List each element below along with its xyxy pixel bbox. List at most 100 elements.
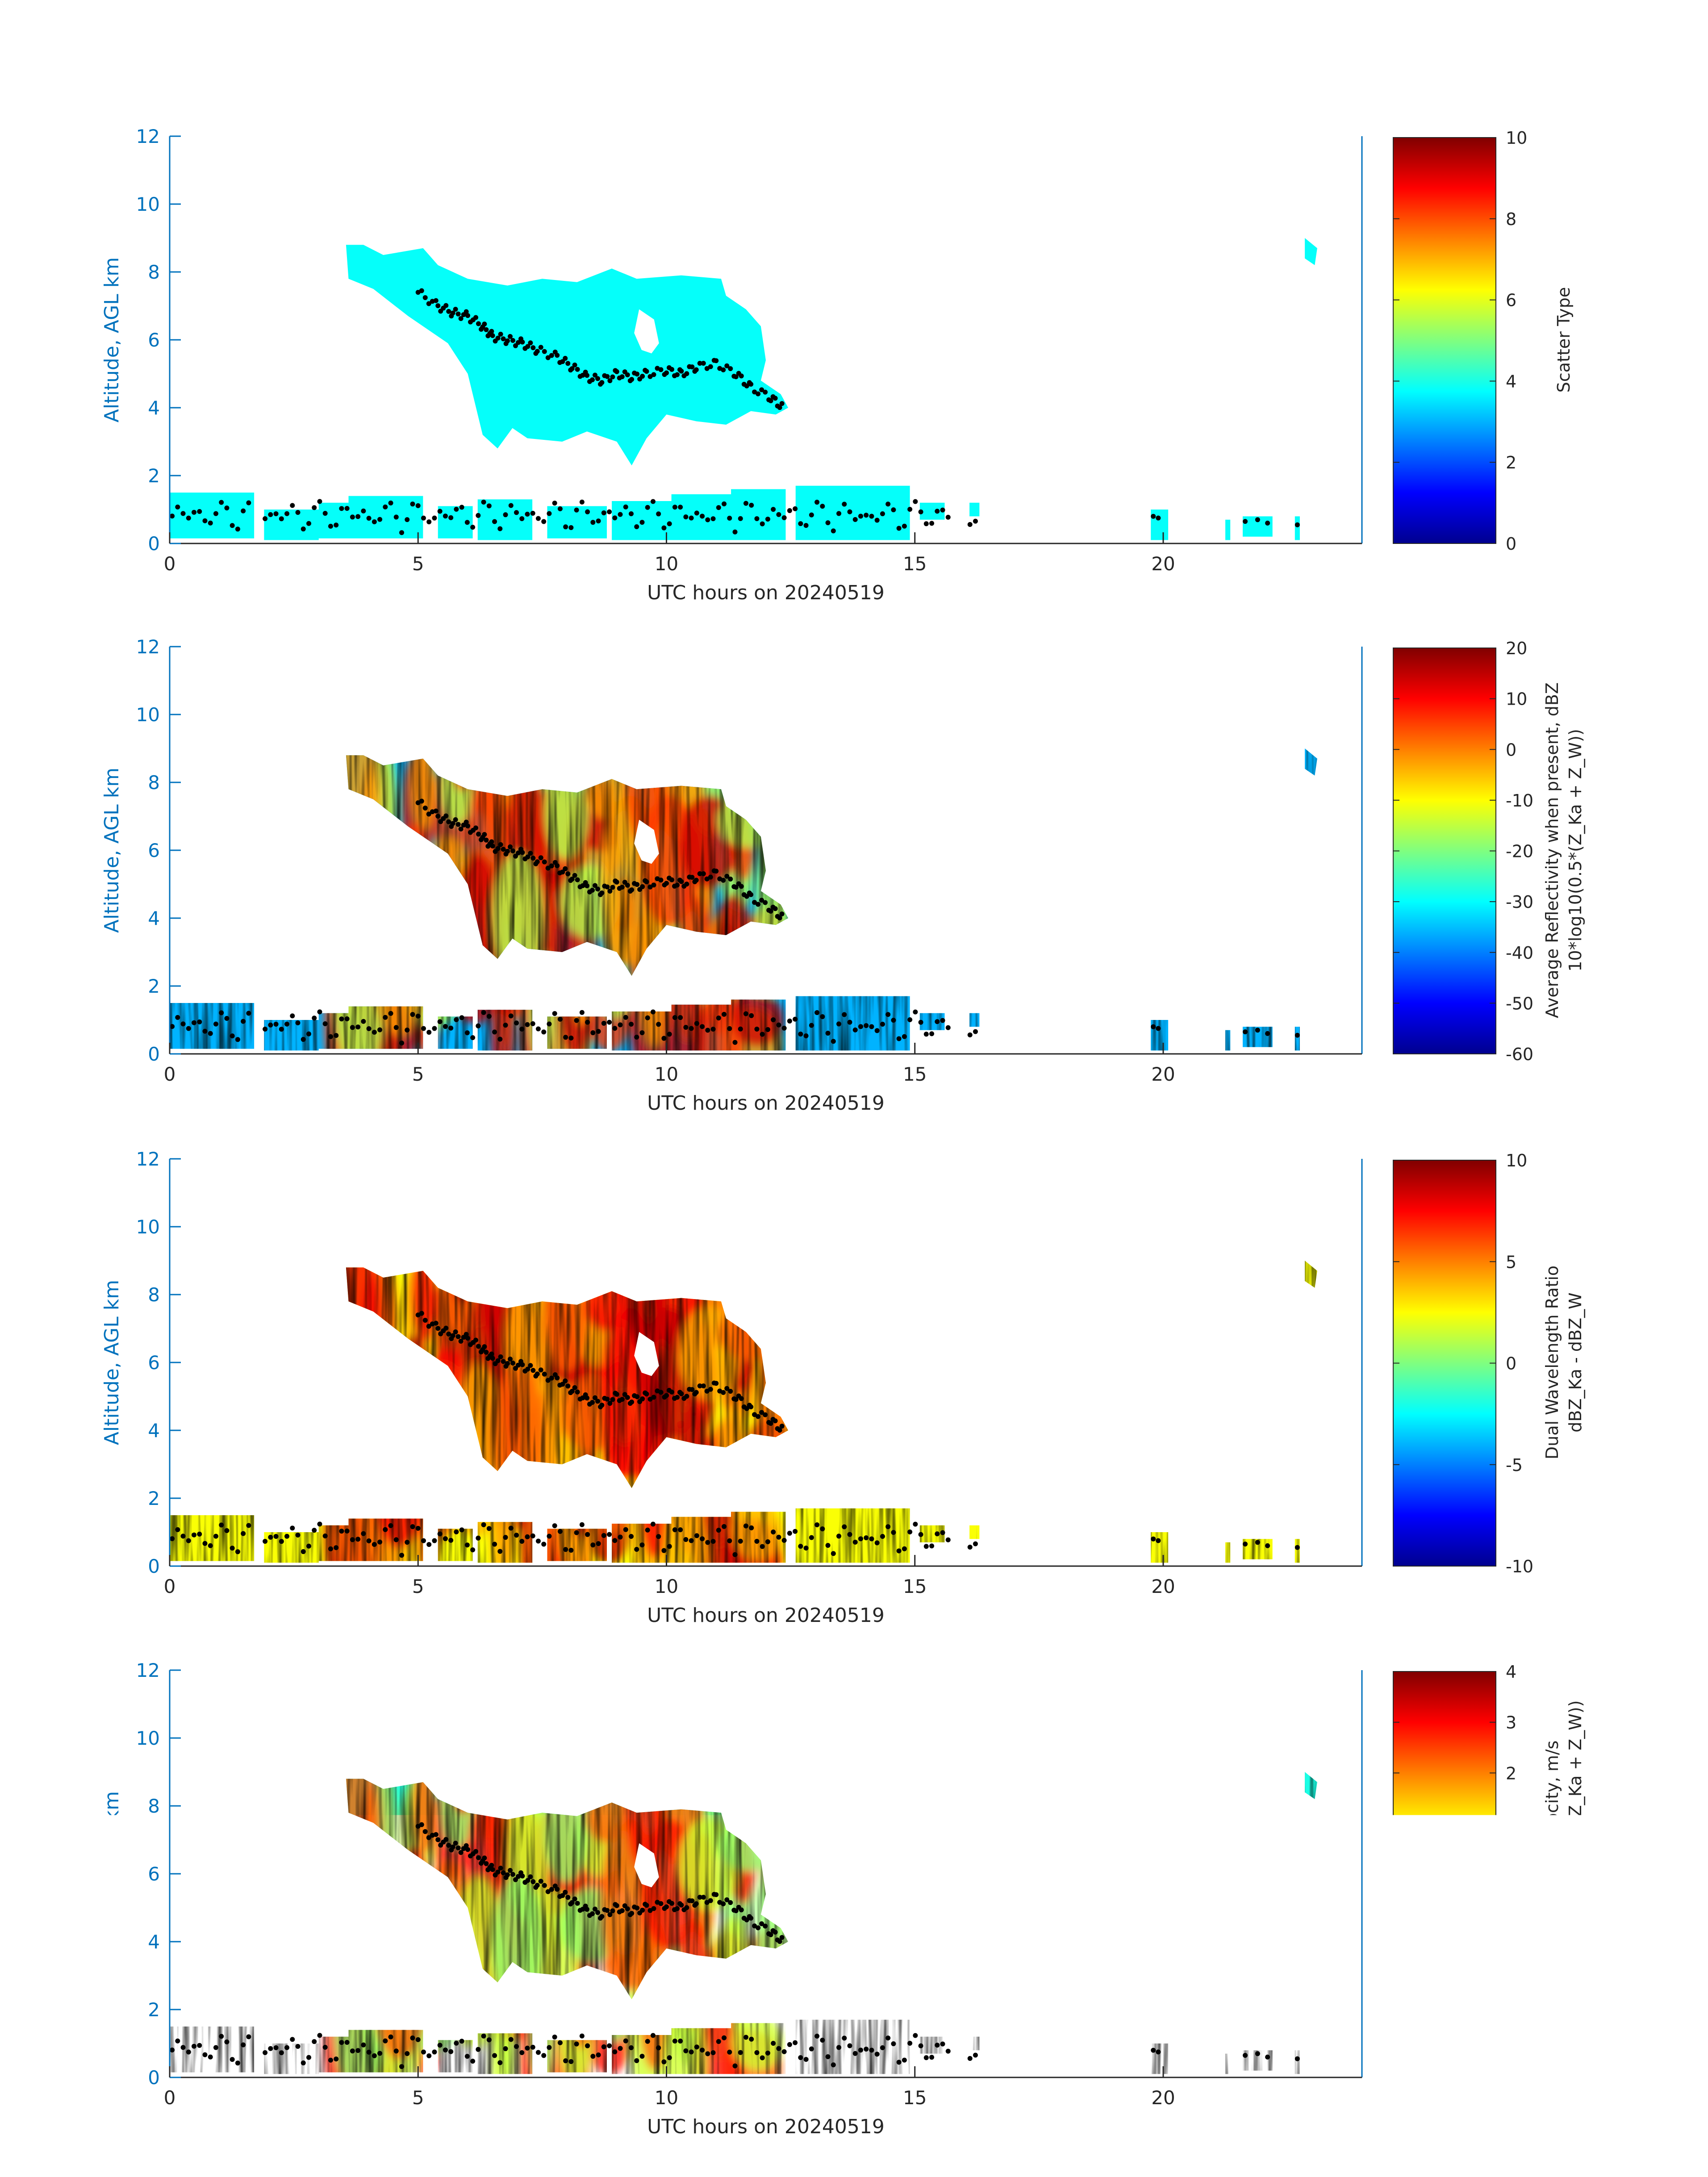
- boundary-dot: [1151, 2048, 1156, 2053]
- boundary-dot: [738, 1027, 743, 1032]
- boundary-dot: [284, 511, 289, 516]
- echo-cell: [735, 1433, 787, 1507]
- colorbar: -10-50510Dual Wavelength Ratio dBZ_Ka - d…: [1393, 1151, 1585, 1576]
- boundary-dot: [842, 1012, 847, 1017]
- boundary-dot: [456, 1334, 461, 1339]
- boundary-dot: [230, 523, 235, 528]
- boundary-dot: [186, 1538, 191, 1543]
- boundary-dot: [689, 2050, 694, 2055]
- boundary-dot: [470, 1035, 475, 1040]
- boundary-dot: [432, 1026, 437, 1031]
- y-tick-label: 10: [136, 704, 160, 726]
- boundary-dot: [1295, 2056, 1300, 2061]
- boundary-dot: [459, 1527, 464, 1532]
- boundary-dot: [607, 1020, 612, 1025]
- boundary-dot: [618, 1534, 623, 1539]
- boundary-dot: [345, 2040, 350, 2045]
- boundary-dot: [530, 1534, 535, 1538]
- boundary-dot: [644, 369, 649, 374]
- boundary-dot: [739, 373, 744, 378]
- boundary-dot: [489, 1863, 494, 1868]
- boundary-dot: [367, 1026, 372, 1031]
- boundary-dot: [721, 878, 726, 883]
- boundary-dot: [714, 1381, 718, 1386]
- boundary-dot: [599, 1403, 604, 1408]
- boundary-dot: [536, 1027, 541, 1032]
- boundary-dot: [716, 505, 721, 510]
- boundary-dot: [669, 367, 674, 372]
- boundary-dot: [610, 374, 615, 379]
- boundary-dot: [708, 1898, 713, 1903]
- boundary-dot: [940, 1018, 945, 1023]
- boundary-dot: [394, 514, 399, 519]
- boundary-dot: [503, 512, 508, 517]
- boundary-dot: [902, 2058, 907, 2063]
- boundary-dot: [547, 1534, 551, 1539]
- boundary-dot: [880, 2045, 885, 2050]
- boundary-dot: [446, 309, 451, 314]
- x-tick-label: 5: [412, 1575, 424, 1597]
- boundary-dot: [563, 1035, 568, 1040]
- boundary-dot: [501, 1870, 506, 1875]
- boundary-dot: [510, 338, 515, 343]
- boundary-dot: [525, 2046, 530, 2051]
- boundary-dot: [1265, 2055, 1270, 2060]
- boundary-dot: [246, 1523, 251, 1528]
- boundary-dot: [701, 1383, 706, 1388]
- boundary-dot: [907, 2041, 912, 2046]
- boundary-dot: [505, 1872, 510, 1877]
- boundary-dot: [1265, 1031, 1270, 1036]
- boundary-dot: [361, 2043, 366, 2047]
- echo-cell: [770, 1251, 795, 1422]
- boundary-dot: [555, 1375, 560, 1380]
- boundary-dot: [345, 506, 350, 511]
- boundary-dot: [678, 505, 683, 510]
- echo-body: [170, 136, 1362, 543]
- x-tick-label: 15: [903, 1575, 927, 1597]
- boundary-dot: [661, 2060, 666, 2064]
- boundary-dot: [661, 1548, 666, 1553]
- boundary-dot: [339, 1016, 344, 1021]
- boundary-dot: [614, 1392, 619, 1397]
- boundary-dot: [509, 503, 514, 508]
- boundary-dot: [246, 2035, 251, 2039]
- boundary-dot: [885, 501, 890, 506]
- boundary-dot: [558, 2040, 563, 2045]
- boundary-dot: [323, 511, 328, 516]
- boundary-dot: [465, 1847, 470, 1852]
- boundary-dot: [306, 1032, 311, 1036]
- boundary-dot: [595, 376, 600, 381]
- boundary-dot: [946, 1538, 951, 1542]
- boundary-dot: [170, 1024, 175, 1029]
- boundary-dot: [639, 2054, 644, 2059]
- boundary-dot: [435, 303, 440, 308]
- boundary-dot: [620, 1908, 625, 1913]
- boundary-dot: [416, 1526, 421, 1531]
- boundary-dot: [748, 382, 753, 387]
- x-tick-label: 15: [903, 2087, 927, 2109]
- boundary-dot: [935, 2043, 940, 2047]
- boundary-dot: [580, 1010, 585, 1015]
- boundary-dot: [501, 1359, 506, 1364]
- boundary-dot: [536, 1539, 541, 1544]
- boundary-dot: [552, 1011, 557, 1016]
- echo-cell: [348, 1861, 391, 2013]
- boundary-dot: [435, 1326, 440, 1331]
- boundary-dot: [623, 1015, 628, 1020]
- boundary-dot: [489, 329, 494, 334]
- boundary-dot: [503, 1535, 508, 1540]
- boundary-dot: [651, 2033, 656, 2038]
- boundary-dot: [482, 1344, 487, 1349]
- boundary-dot: [241, 2043, 246, 2047]
- boundary-dot: [476, 513, 480, 518]
- boundary-dot: [656, 1534, 661, 1539]
- echo-cell: [334, 1947, 386, 2099]
- boundary-dot: [625, 1906, 630, 1911]
- boundary-dot: [580, 2034, 585, 2039]
- boundary-dot: [541, 1029, 546, 1034]
- boundary-dot: [542, 860, 547, 865]
- boundary-dot: [590, 1400, 595, 1405]
- colorbar-tick-label: -2: [1506, 1967, 1523, 1986]
- x-tick-label: 5: [412, 553, 424, 575]
- boundary-dot: [565, 1383, 570, 1388]
